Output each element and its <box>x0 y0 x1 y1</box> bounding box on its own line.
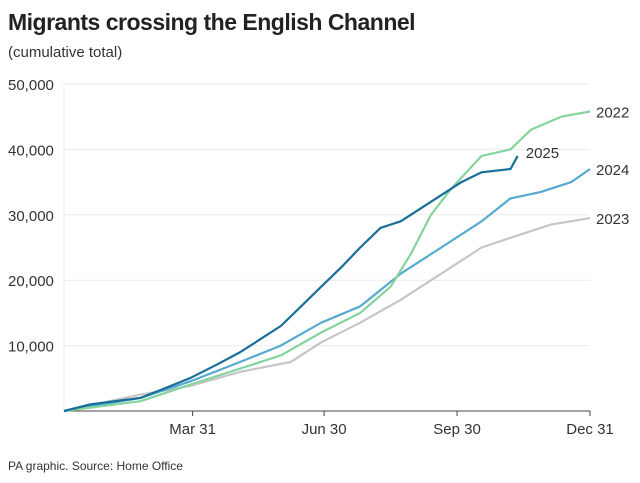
y-tick-label: 10,000 <box>8 339 54 356</box>
series-line-2024 <box>63 168 591 413</box>
x-tick-label: Mar 31 <box>169 421 216 438</box>
series-label-2024: 2024 <box>596 162 629 179</box>
chart-subtitle: (cumulative total) <box>8 44 123 61</box>
series-label-2023: 2023 <box>596 211 629 228</box>
series-label-2022: 2022 <box>596 104 629 121</box>
x-tick-label: Dec 31 <box>566 421 614 438</box>
series-line-2025 <box>63 155 519 413</box>
series-line-2022 <box>63 110 591 413</box>
series-label-2025: 2025 <box>526 145 559 162</box>
chart-title: Migrants crossing the English Channel <box>8 9 416 35</box>
series-line-2023 <box>63 217 591 413</box>
y-tick-label: 30,000 <box>8 208 54 225</box>
y-tick-label: 40,000 <box>8 142 54 159</box>
source-note: PA graphic. Source: Home Office <box>8 459 183 473</box>
y-tick-label: 50,000 <box>8 77 54 94</box>
x-tick-label: Jun 30 <box>302 421 347 438</box>
y-tick-label: 20,000 <box>8 273 54 290</box>
x-tick-label: Sep 30 <box>433 421 481 438</box>
